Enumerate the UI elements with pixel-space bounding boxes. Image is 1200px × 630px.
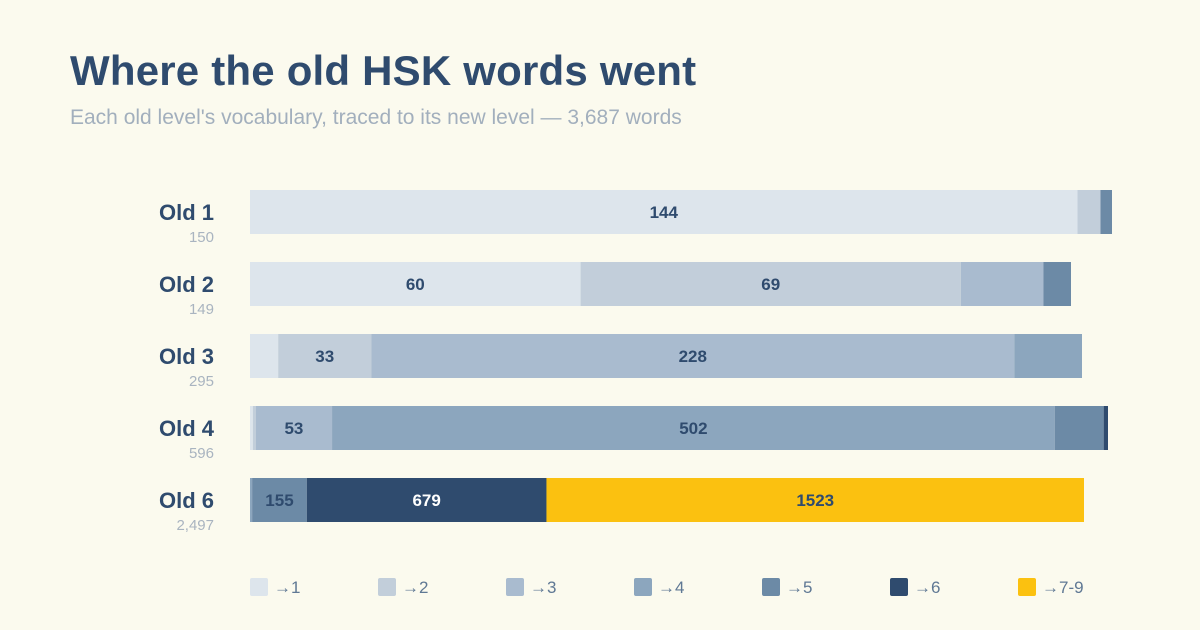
- row-total: 596: [189, 445, 214, 462]
- bar-segment: [306, 478, 547, 522]
- legend-label: →1: [274, 578, 300, 597]
- bar-data-label: 144: [650, 203, 679, 222]
- chart-subtitle: Each old level's vocabulary, traced to i…: [70, 106, 682, 129]
- chart-title: Where the old HSK words went: [70, 47, 697, 94]
- bar-data-label: 69: [761, 275, 780, 294]
- row-label: Old 1: [159, 200, 214, 225]
- row-label: Old 6: [159, 488, 214, 513]
- bar-data-label: 155: [265, 491, 293, 510]
- bar-segment: [546, 478, 1084, 522]
- bar-data-label: 502: [679, 419, 707, 438]
- bar-segment: [250, 334, 279, 378]
- row-label: Old 2: [159, 272, 214, 297]
- bars-group: Old 1 150 144 Old 2 149 60 69 Old 3 295 33 228 Old …: [159, 190, 1112, 534]
- bar-segment: [278, 334, 372, 378]
- legend-swatch: [1018, 578, 1036, 596]
- bar-segment: [1077, 190, 1101, 234]
- row-total: 2,497: [176, 517, 214, 534]
- bar-segment: [960, 262, 1044, 306]
- bar-segment: [250, 190, 1078, 234]
- legend-swatch: [762, 578, 780, 596]
- bar-data-label: 679: [412, 491, 440, 510]
- bar-segment: [371, 334, 1015, 378]
- bar-segment: [1100, 190, 1112, 234]
- legend-label: →7-9: [1042, 578, 1084, 597]
- bar-segment: [250, 262, 581, 306]
- legend-swatch: [634, 578, 652, 596]
- legend-label: →5: [786, 578, 812, 597]
- bar-data-label: 60: [406, 275, 425, 294]
- bar-segment: [250, 478, 253, 522]
- bar-segment: [332, 406, 1055, 450]
- bar-segment: [1014, 334, 1082, 378]
- bar-data-label: 1523: [796, 491, 834, 510]
- legend: →1 →2 →3 →4 →5 →6 →7-9: [250, 578, 1084, 597]
- bar-segment: [1054, 406, 1104, 450]
- row-total: 295: [189, 373, 214, 390]
- legend-label: →3: [530, 578, 556, 597]
- bar-segment: [255, 406, 333, 450]
- bar-segment: [250, 406, 253, 450]
- legend-label: →6: [914, 578, 940, 597]
- legend-swatch: [506, 578, 524, 596]
- bar-segment: [1103, 406, 1108, 450]
- legend-swatch: [378, 578, 396, 596]
- row-total: 149: [189, 301, 214, 318]
- legend-label: →4: [658, 578, 684, 597]
- bar-segment: [580, 262, 961, 306]
- row-total: 150: [189, 229, 214, 246]
- legend-swatch: [250, 578, 268, 596]
- legend-label: →2: [402, 578, 428, 597]
- row-label: Old 3: [159, 344, 214, 369]
- bar-data-label: 33: [315, 347, 334, 366]
- bar-data-label: 53: [284, 419, 303, 438]
- legend-swatch: [890, 578, 908, 596]
- bar-segment: [252, 406, 256, 450]
- bar-segment: [1043, 262, 1071, 306]
- bar-data-label: 228: [679, 347, 707, 366]
- row-label: Old 4: [159, 416, 215, 441]
- bar-segment: [252, 478, 307, 522]
